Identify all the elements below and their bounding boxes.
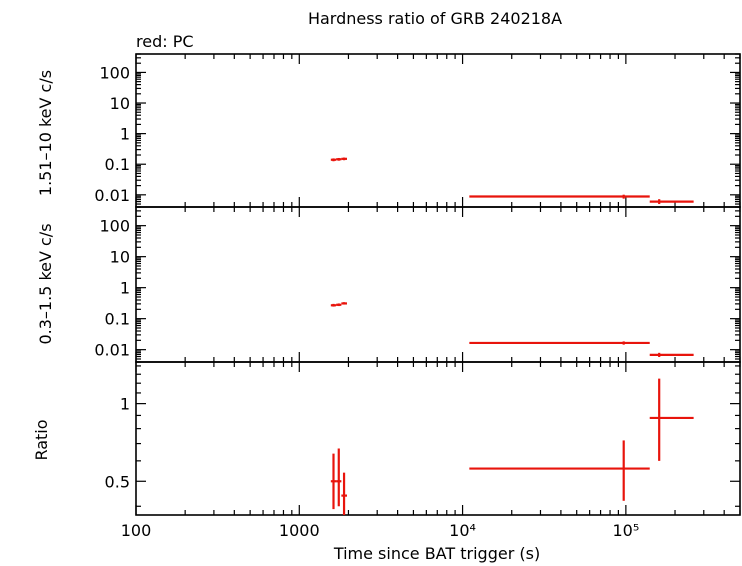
- x-tick-label: 10⁴: [449, 521, 476, 540]
- panel-ratio: Ratio 0.5 1: [32, 362, 740, 515]
- y-tick-label-soft: 0.01: [94, 341, 130, 360]
- y-axis-label-hard: 1.51–10 keV c/s: [36, 70, 55, 196]
- x-tick-label: 10⁵: [612, 521, 639, 540]
- panel-hard: 1.51–10 keV c/s 0.01 0.1 1 10 100: [36, 54, 740, 207]
- chart-subtitle: red: PC: [136, 32, 194, 51]
- y-axis-label-soft: 0.3–1.5 keV c/s: [36, 223, 55, 344]
- plot-frame-ratio: [136, 362, 740, 515]
- y-tick-label-soft: 10: [110, 248, 130, 267]
- y-axis-label-ratio: Ratio: [32, 419, 51, 460]
- panel-soft: 0.3–1.5 keV c/s 0.01 0.1 1 10 100: [36, 207, 740, 362]
- plot-frame-soft: [136, 207, 740, 362]
- plot-frame-hard: [136, 54, 740, 207]
- x-tick-label: 100: [121, 521, 152, 540]
- y-tick-label-soft: 100: [99, 217, 130, 236]
- x-axis-label: Time since BAT trigger (s): [333, 544, 540, 563]
- y-tick-label-hard: 0.1: [105, 155, 130, 174]
- y-tick-label-soft: 1: [120, 279, 130, 298]
- x-tick-label: 1000: [279, 521, 320, 540]
- chart-title: Hardness ratio of GRB 240218A: [308, 9, 562, 28]
- y-tick-label-hard: 100: [99, 63, 130, 82]
- y-tick-label-hard: 0.01: [94, 186, 130, 205]
- y-tick-label-ratio: 1: [120, 395, 130, 414]
- y-tick-label-soft: 0.1: [105, 310, 130, 329]
- x-axis: 100 1000 10⁴ 10⁵: [121, 521, 640, 540]
- y-tick-label-ratio: 0.5: [105, 472, 130, 491]
- y-tick-label-hard: 1: [120, 125, 130, 144]
- y-tick-label-hard: 10: [110, 94, 130, 113]
